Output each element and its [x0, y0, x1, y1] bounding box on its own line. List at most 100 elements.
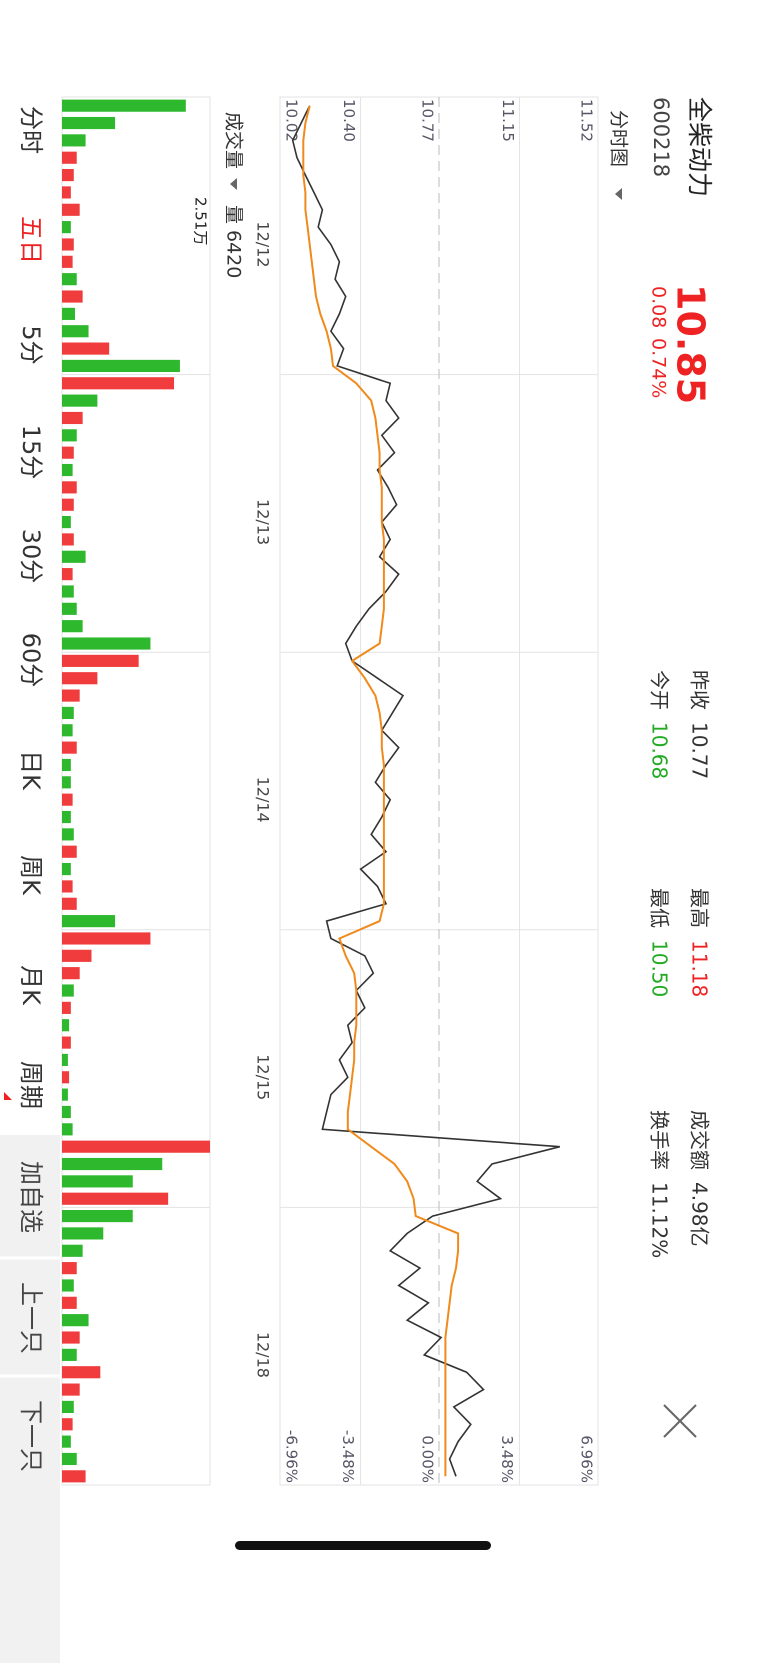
x-tick-label: 12/14 [254, 777, 273, 823]
volume-bar [61, 810, 71, 824]
period-tab[interactable]: 30分 [17, 529, 45, 584]
volume-bar [61, 654, 139, 667]
volume-bar [61, 481, 77, 494]
period-tab[interactable]: 60分 [17, 633, 45, 688]
button-bar [0, 1135, 60, 1663]
volume-bar [61, 845, 77, 858]
stat-label: 成交额 [688, 1110, 712, 1170]
x-tick-label: 12/15 [254, 1054, 273, 1100]
volume-bar [62, 828, 74, 841]
volume-bar [61, 1071, 70, 1084]
volume-bar [61, 1210, 133, 1223]
volume-bar [61, 1175, 133, 1188]
volume-bar [61, 1157, 163, 1171]
volume-bar [61, 672, 98, 685]
volume-bar [61, 1470, 86, 1483]
stat-label: 今开 [648, 670, 672, 710]
volume-bar [61, 429, 77, 442]
y-tick-label: 10.77 [419, 99, 437, 142]
y-tick-label: 10.40 [340, 99, 358, 142]
volume-bar [61, 1296, 77, 1309]
volume-bar [62, 411, 83, 425]
period-tab[interactable]: 15分 [17, 425, 45, 480]
volume-bar [62, 967, 80, 980]
volume-bar [61, 516, 71, 529]
volume-bar [61, 394, 98, 407]
volume-bar [61, 1348, 77, 1361]
volume-label[interactable]: 成交量 [223, 112, 245, 169]
volume-bar [62, 169, 74, 182]
volume-bar [62, 498, 74, 511]
chart-mode[interactable]: 分时图 [608, 110, 630, 167]
period-tab[interactable]: 分时 [17, 106, 45, 154]
volume-bar [62, 689, 80, 702]
change-pct: 0.74% [648, 338, 670, 398]
period-tab[interactable]: 日K [17, 750, 45, 791]
volume-bar [61, 880, 73, 893]
volume-bar [62, 637, 151, 650]
volume-bar [61, 897, 77, 910]
price: 10.85 [669, 284, 713, 404]
period-tab[interactable]: 五日 [17, 216, 45, 264]
volume-bar [62, 533, 74, 546]
volume-bar [61, 1105, 71, 1119]
volume-bar [62, 325, 89, 338]
volume-bar [62, 99, 186, 112]
volume-bar [62, 620, 83, 633]
volume-bar [61, 255, 73, 268]
volume-bar [61, 307, 75, 320]
action-button[interactable]: 下一只 [17, 1400, 45, 1472]
change: 0.08 [648, 286, 670, 328]
volume-bar [62, 1227, 104, 1240]
volume-bar [61, 793, 73, 806]
volume-bar [62, 1088, 68, 1101]
volume-bar [62, 915, 116, 928]
volume-bar [61, 741, 77, 754]
period-tab[interactable]: 周K [17, 855, 45, 896]
y2-tick-label: 6.96% [578, 1435, 596, 1483]
volume-bar [61, 568, 73, 581]
stat-value: 10.68 [648, 722, 672, 779]
stat-label: 最高 [688, 888, 712, 928]
y2-tick-label: -6.96% [283, 1430, 301, 1483]
volume-bar [61, 377, 175, 390]
stat-label: 换手率 [648, 1110, 672, 1170]
volume-bar [62, 1244, 83, 1257]
x-tick-label: 12/18 [254, 1332, 273, 1378]
price-line [291, 105, 560, 1477]
volume-bar [61, 1435, 71, 1448]
volume-bar [61, 776, 71, 789]
period-tab[interactable]: 5分 [17, 325, 45, 364]
action-button[interactable]: 上一只 [17, 1282, 45, 1354]
y2-tick-label: 0.00% [419, 1435, 437, 1483]
volume-bar [61, 949, 92, 962]
y-tick-label: 10.02 [283, 99, 301, 142]
volume-bar [61, 463, 73, 477]
volume-bar [61, 186, 71, 199]
x-tick-label: 12/13 [254, 499, 273, 545]
volume-bar [62, 1314, 89, 1327]
volume-bar [61, 273, 77, 286]
y2-tick-label: 3.48% [498, 1435, 516, 1483]
stat-value: 11.12% [648, 1182, 672, 1258]
stat-value: 10.77 [688, 722, 712, 779]
action-button[interactable]: 加自选 [17, 1161, 45, 1233]
volume-bar [62, 932, 151, 945]
volume-bar [62, 238, 74, 251]
volume-bar [62, 1383, 80, 1396]
volume-bar [61, 1019, 70, 1032]
price-line [302, 105, 460, 1477]
period-tab[interactable]: 月K [17, 965, 45, 1006]
volume-bar [62, 1366, 101, 1379]
y-tick-label: 11.15 [499, 99, 517, 142]
period-tab[interactable]: 周期 [17, 1061, 45, 1109]
volume-bar [62, 1331, 80, 1344]
volume-bar [61, 724, 73, 737]
volume-bar [62, 1140, 210, 1153]
volume-bar [62, 116, 116, 130]
volume-bar [61, 602, 77, 615]
close-button[interactable] [663, 1404, 697, 1438]
dropdown-arrow [615, 188, 622, 200]
